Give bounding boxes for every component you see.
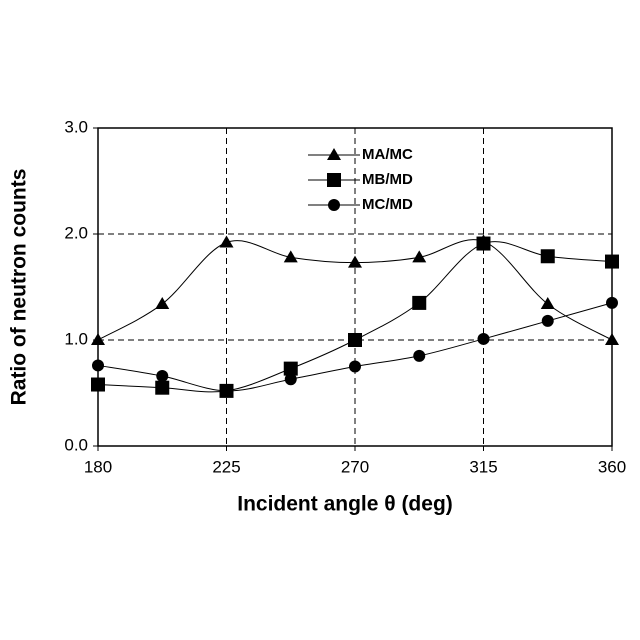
legend-marker bbox=[327, 173, 341, 187]
marker bbox=[156, 370, 168, 382]
marker bbox=[91, 333, 105, 345]
legend-label: MB/MD bbox=[362, 171, 413, 188]
marker bbox=[91, 378, 105, 392]
legend-marker bbox=[328, 199, 340, 211]
y-tick-label: 2.0 bbox=[64, 223, 88, 242]
marker bbox=[412, 296, 426, 310]
marker bbox=[477, 237, 491, 251]
legend-marker bbox=[327, 148, 341, 160]
marker bbox=[606, 297, 618, 309]
marker bbox=[221, 385, 233, 397]
y-tick-label: 3.0 bbox=[64, 117, 88, 136]
marker bbox=[348, 333, 362, 347]
legend-label: MC/MD bbox=[362, 196, 413, 213]
y-axis-label: Ratio of neutron counts bbox=[8, 169, 31, 406]
marker bbox=[478, 333, 490, 345]
marker bbox=[605, 255, 619, 269]
marker bbox=[285, 373, 297, 385]
marker bbox=[413, 350, 425, 362]
marker bbox=[605, 333, 619, 345]
x-tick-label: 225 bbox=[212, 457, 240, 476]
x-tick-label: 360 bbox=[598, 457, 626, 476]
marker bbox=[541, 297, 555, 309]
x-axis-label: Incident angle θ (deg) bbox=[237, 493, 453, 516]
y-tick-label: 0.0 bbox=[64, 435, 88, 454]
marker bbox=[155, 381, 169, 395]
marker bbox=[92, 359, 104, 371]
x-tick-label: 270 bbox=[341, 457, 369, 476]
legend-label: MA/MC bbox=[362, 146, 413, 163]
marker bbox=[155, 297, 169, 309]
x-tick-label: 180 bbox=[84, 457, 112, 476]
marker bbox=[541, 249, 555, 263]
y-tick-label: 1.0 bbox=[64, 329, 88, 348]
marker bbox=[349, 361, 361, 373]
marker bbox=[348, 256, 362, 268]
x-tick-label: 315 bbox=[469, 457, 497, 476]
marker bbox=[542, 315, 554, 327]
